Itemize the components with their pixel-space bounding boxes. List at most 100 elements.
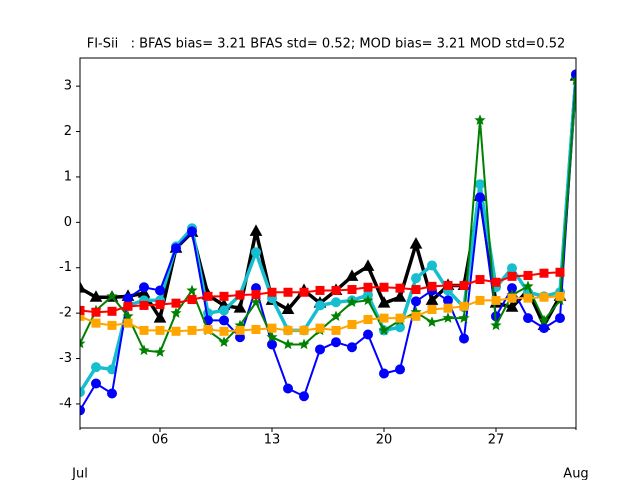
point xyxy=(123,293,133,304)
point xyxy=(251,290,261,300)
point xyxy=(315,323,325,333)
x-tick-label: 06 xyxy=(152,433,169,448)
y-tick-label: -3 xyxy=(59,351,72,366)
point xyxy=(283,287,293,297)
point xyxy=(361,259,375,271)
point xyxy=(299,391,309,402)
point xyxy=(475,275,485,285)
point xyxy=(315,285,325,295)
y-tick-label: -2 xyxy=(59,306,72,321)
point xyxy=(491,295,501,305)
point xyxy=(123,318,133,328)
point xyxy=(235,290,245,300)
y-tick-label: 1 xyxy=(64,169,72,184)
point xyxy=(267,287,277,297)
point xyxy=(155,285,165,296)
point xyxy=(250,296,262,307)
chart-title: FI-Sii : BFAS bias= 3.21 BFAS std= 0.52;… xyxy=(87,37,566,52)
point xyxy=(443,303,453,313)
point xyxy=(539,268,549,278)
point xyxy=(203,291,213,301)
series-line xyxy=(80,76,576,330)
y-tick-label: 2 xyxy=(64,124,72,139)
point xyxy=(555,291,565,301)
point xyxy=(283,383,293,394)
point xyxy=(459,301,469,311)
point xyxy=(474,114,486,125)
plot-frame xyxy=(79,57,577,429)
point xyxy=(539,292,549,302)
point xyxy=(507,293,517,303)
point xyxy=(107,388,117,399)
point xyxy=(491,277,501,287)
point xyxy=(347,342,357,353)
x-tick-label: 20 xyxy=(376,433,393,448)
point xyxy=(411,311,421,321)
point xyxy=(347,319,357,329)
point xyxy=(409,237,423,249)
point xyxy=(138,344,150,356)
point xyxy=(427,305,437,315)
y-tick-label: 3 xyxy=(64,79,72,94)
point xyxy=(523,270,533,280)
point xyxy=(490,319,502,331)
series-line xyxy=(80,75,576,394)
point xyxy=(80,337,86,349)
point xyxy=(363,329,373,340)
point xyxy=(80,281,87,293)
point xyxy=(571,69,576,80)
x-tick-label-minor: Aug xyxy=(563,467,588,480)
point xyxy=(89,290,103,302)
point xyxy=(91,307,101,317)
point xyxy=(80,405,85,416)
point xyxy=(298,338,310,350)
point xyxy=(80,311,85,321)
point xyxy=(411,296,421,307)
point xyxy=(235,325,245,335)
point xyxy=(219,305,229,316)
point xyxy=(426,316,438,327)
point xyxy=(507,263,517,274)
point xyxy=(139,282,149,293)
point xyxy=(282,338,294,350)
point xyxy=(203,324,213,334)
point xyxy=(107,306,117,316)
point xyxy=(299,287,309,297)
point xyxy=(393,290,407,302)
point xyxy=(459,333,469,344)
series-line xyxy=(80,74,576,411)
point xyxy=(377,296,391,308)
point xyxy=(507,271,517,281)
point xyxy=(267,323,277,333)
point xyxy=(555,267,565,277)
point xyxy=(107,320,117,330)
point xyxy=(475,179,485,190)
y-tick-label: 0 xyxy=(64,215,72,230)
point xyxy=(171,298,181,308)
point xyxy=(186,284,198,296)
point xyxy=(505,300,519,312)
point xyxy=(91,378,101,389)
point xyxy=(443,295,453,306)
point xyxy=(539,323,549,334)
point xyxy=(538,314,550,326)
y-tick-label: -1 xyxy=(59,260,72,275)
point xyxy=(362,294,374,306)
point xyxy=(249,224,263,236)
point xyxy=(411,273,421,284)
point xyxy=(106,290,118,302)
x-tick-label: 27 xyxy=(488,433,505,448)
point xyxy=(555,313,565,324)
point xyxy=(395,313,405,323)
point xyxy=(395,364,405,375)
point xyxy=(379,313,389,323)
point xyxy=(523,293,533,303)
x-tick-label-minor: Jul xyxy=(71,467,88,480)
point xyxy=(219,291,229,301)
point xyxy=(171,243,181,254)
point xyxy=(379,368,389,379)
point xyxy=(139,325,149,335)
point xyxy=(171,326,181,336)
point xyxy=(80,387,85,398)
